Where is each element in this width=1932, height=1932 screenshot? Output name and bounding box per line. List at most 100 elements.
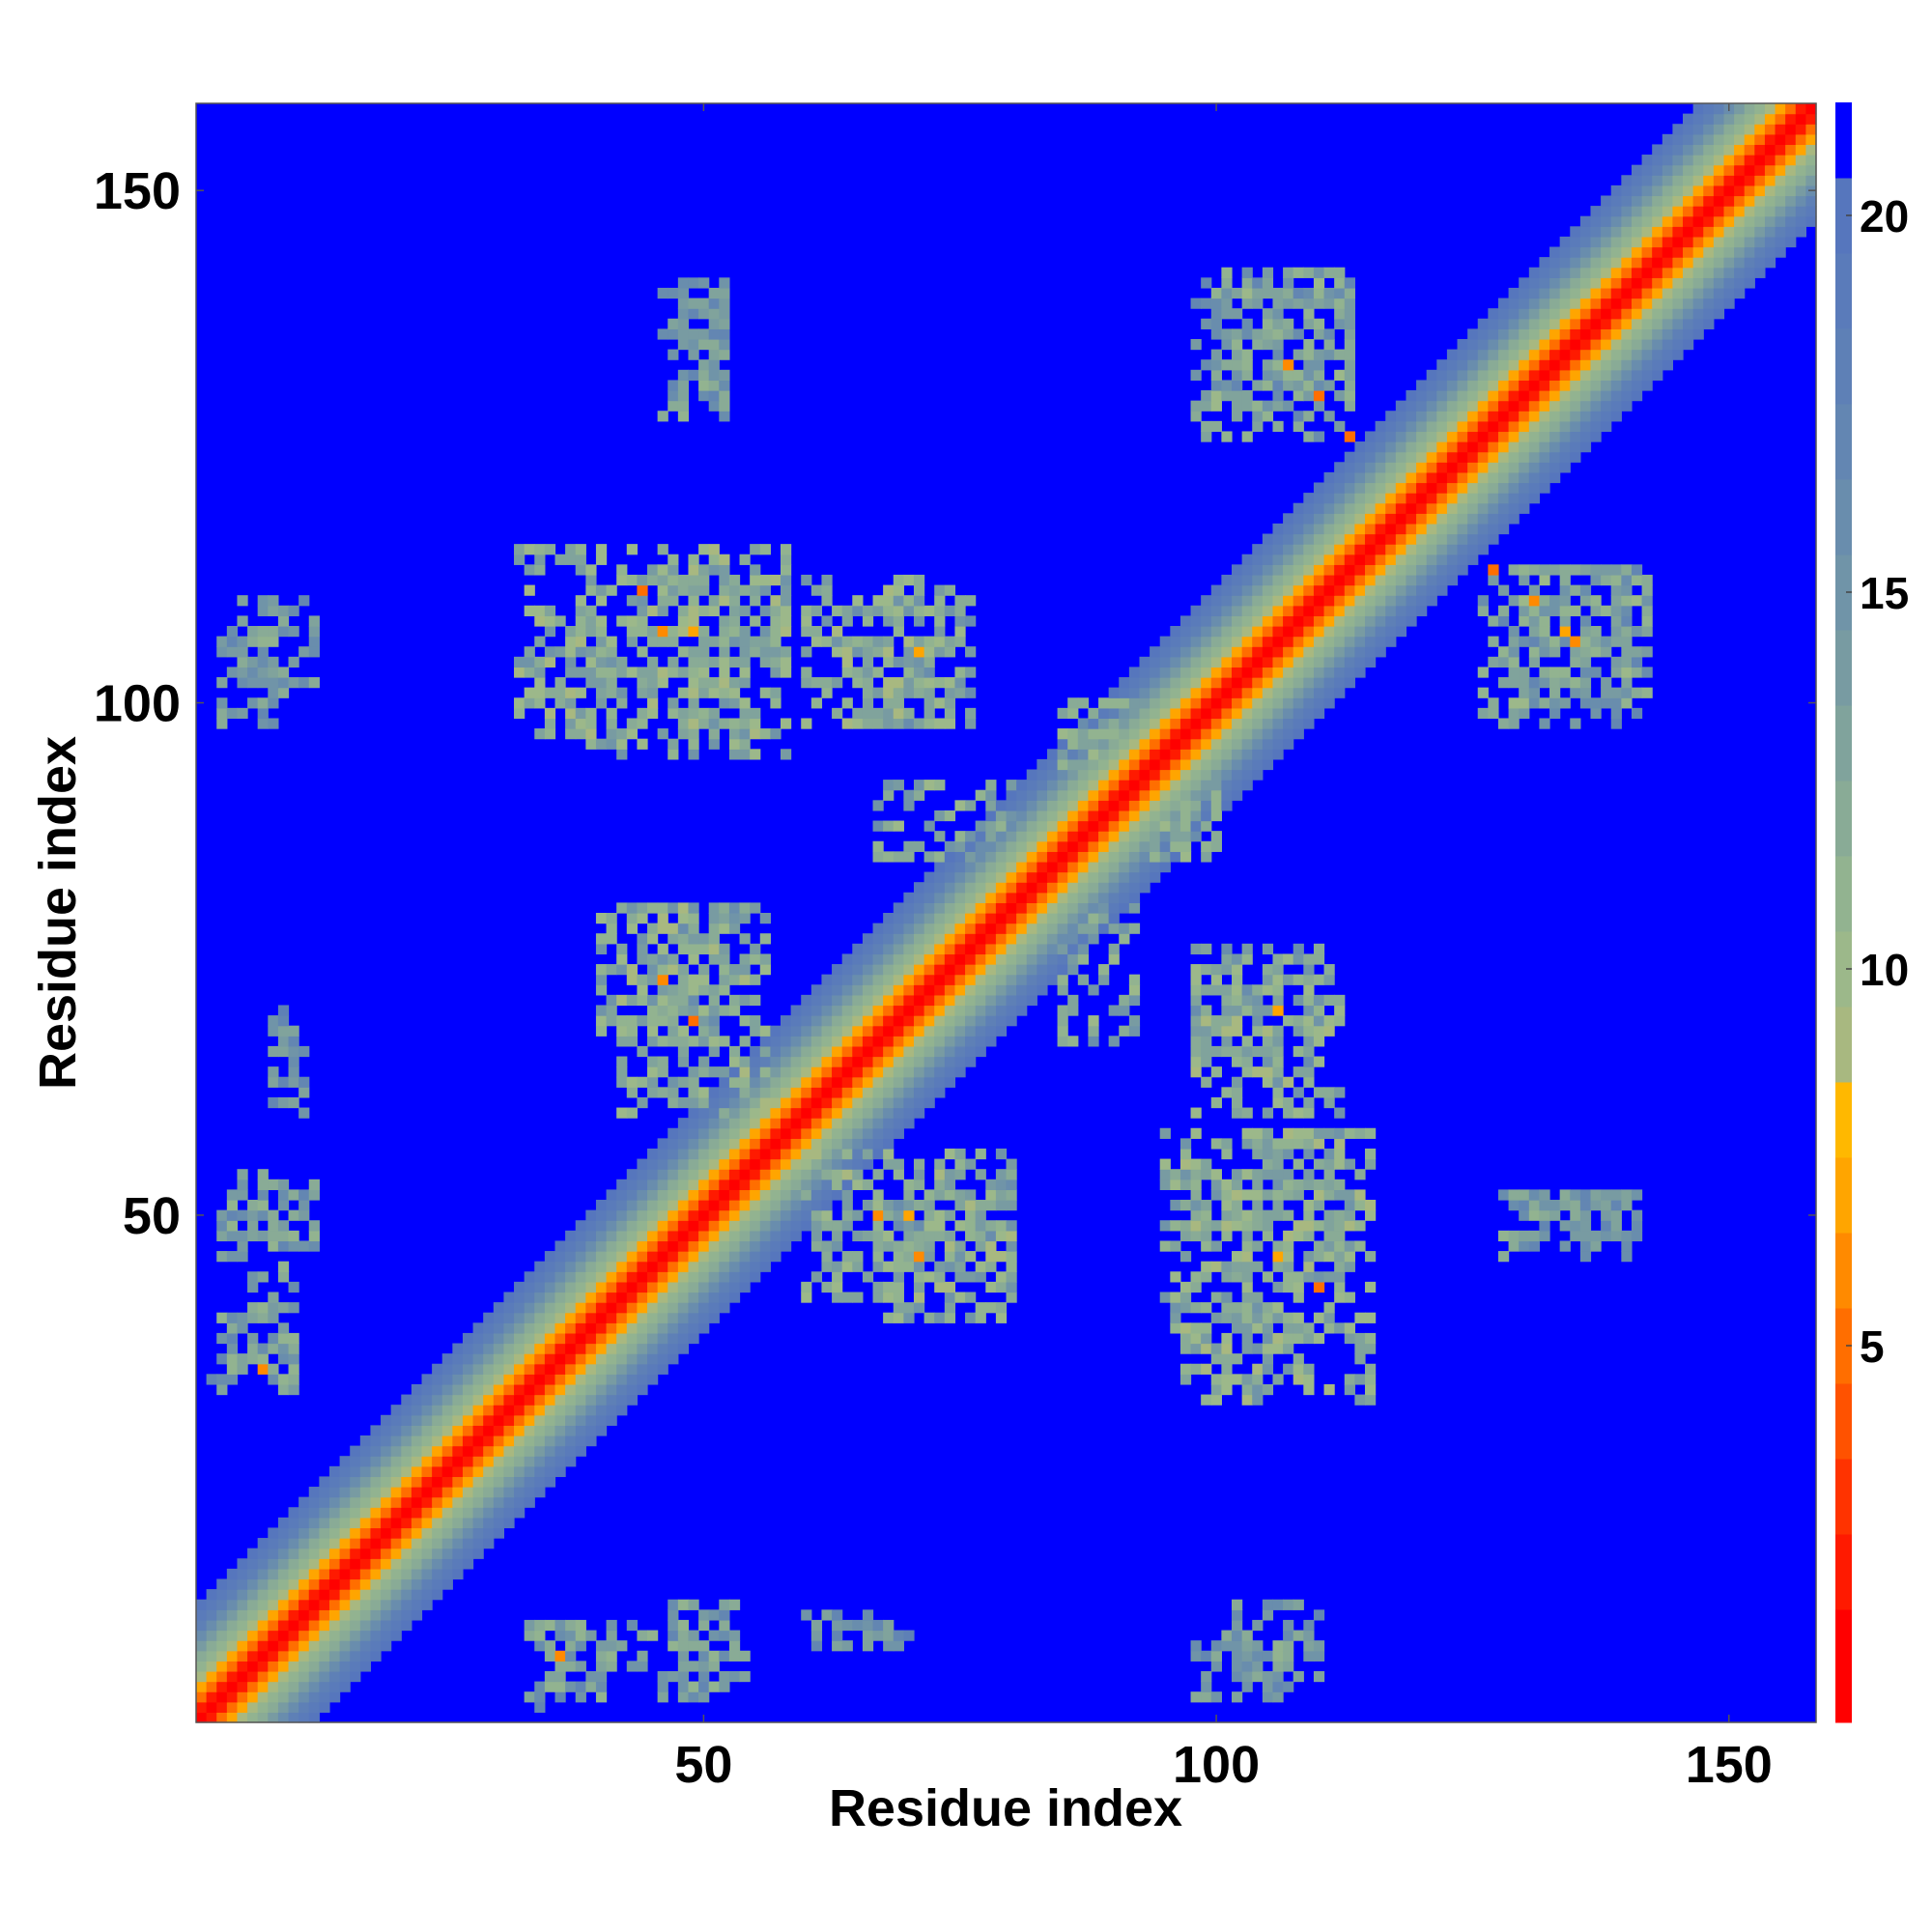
- heatmap-cell: [780, 1066, 792, 1078]
- heatmap-cell: [995, 994, 1008, 1007]
- heatmap-cell: [237, 1630, 248, 1641]
- heatmap-cell: [257, 1589, 269, 1601]
- heatmap-cell: [544, 1383, 556, 1396]
- heatmap-cell: [1262, 1158, 1274, 1170]
- heatmap-cell: [1334, 1189, 1346, 1201]
- heatmap-cell: [268, 1220, 279, 1232]
- heatmap-cell: [1436, 584, 1448, 596]
- heatmap-cell: [1026, 871, 1037, 883]
- heatmap-cell: [421, 1374, 433, 1385]
- heatmap-cell: [565, 718, 577, 729]
- heatmap-cell: [1488, 656, 1499, 668]
- heatmap-cell: [739, 964, 751, 976]
- heatmap-cell: [1293, 502, 1304, 514]
- heatmap-cell: [975, 902, 986, 914]
- heatmap-cell: [381, 1507, 392, 1519]
- heatmap-cell: [677, 1661, 690, 1672]
- heatmap-cell: [616, 1302, 628, 1314]
- heatmap-cell: [308, 1220, 320, 1232]
- heatmap-cell: [985, 1025, 997, 1037]
- heatmap-cell: [1190, 1200, 1202, 1211]
- heatmap-cell: [965, 718, 977, 729]
- heatmap-cell: [1416, 462, 1428, 473]
- heatmap-cell: [503, 1517, 515, 1529]
- heatmap-cell: [810, 625, 823, 638]
- heatmap-cell: [257, 1179, 269, 1191]
- heatmap-cell: [1283, 544, 1294, 555]
- heatmap-cell: [893, 1261, 904, 1272]
- heatmap-cell: [810, 1138, 823, 1150]
- heatmap-cell: [1190, 1189, 1202, 1201]
- heatmap-cell: [759, 913, 771, 924]
- heatmap-cell: [913, 1271, 925, 1283]
- heatmap-cell: [585, 1271, 597, 1283]
- heatmap-cell: [728, 636, 741, 647]
- heatmap-cell: [565, 1312, 577, 1323]
- heatmap-cell: [1077, 769, 1090, 781]
- heatmap-cell: [1477, 411, 1489, 422]
- heatmap-cell: [1252, 1261, 1264, 1272]
- heatmap-cell: [1037, 861, 1048, 873]
- heatmap-cell: [1293, 1322, 1304, 1334]
- heatmap-cell: [237, 1353, 248, 1365]
- heatmap-cell: [1077, 851, 1090, 863]
- heatmap-cell: [1313, 564, 1325, 576]
- heatmap-cell: [493, 1383, 505, 1396]
- heatmap-cell: [554, 1281, 566, 1293]
- heatmap-cell: [1436, 431, 1448, 442]
- heatmap-cell: [1559, 400, 1571, 412]
- heatmap-cell: [585, 1630, 597, 1641]
- heatmap-cell: [1416, 544, 1428, 555]
- heatmap-cell: [801, 667, 812, 678]
- heatmap-cell: [1037, 820, 1048, 832]
- heatmap-cell: [1610, 605, 1622, 616]
- heatmap-cell: [1519, 411, 1530, 422]
- heatmap-cell: [903, 1209, 915, 1221]
- heatmap-cell: [339, 1507, 351, 1519]
- heatmap-cell: [1210, 615, 1222, 627]
- heatmap-cell: [1262, 1353, 1274, 1365]
- heatmap-cell: [1559, 636, 1571, 647]
- heatmap-cell: [483, 1374, 495, 1385]
- heatmap-cell: [995, 943, 1008, 955]
- heatmap-cell: [237, 1209, 248, 1221]
- heatmap-cell: [801, 1025, 812, 1037]
- heatmap-cell: [288, 1045, 299, 1058]
- heatmap-cell: [810, 1209, 823, 1221]
- heatmap-cell: [534, 667, 546, 678]
- heatmap-cell: [319, 1578, 330, 1590]
- heatmap-cell: [913, 964, 925, 976]
- heatmap-cell: [1364, 1312, 1377, 1323]
- heatmap-cell: [1210, 1650, 1222, 1662]
- heatmap-cell: [883, 656, 895, 668]
- heatmap-cell: [1077, 902, 1090, 914]
- heatmap-cell: [575, 667, 586, 678]
- heatmap-cell: [441, 1414, 453, 1426]
- heatmap-cell: [206, 1609, 217, 1621]
- heatmap-cell: [1283, 1640, 1294, 1652]
- heatmap-cell: [1283, 1076, 1294, 1088]
- heatmap-cell: [1241, 1169, 1253, 1180]
- heatmap-cell: [1334, 1015, 1346, 1027]
- heatmap-cell: [1344, 564, 1355, 576]
- heatmap-cell: [668, 984, 679, 996]
- heatmap-cell: [1539, 697, 1550, 709]
- heatmap-cell: [1252, 758, 1264, 771]
- heatmap-cell: [390, 1414, 402, 1426]
- heatmap-cell: [616, 1332, 628, 1345]
- heatmap-cell: [421, 1425, 433, 1436]
- heatmap-cell: [616, 1230, 628, 1242]
- heatmap-cell: [944, 943, 956, 955]
- heatmap-cell: [832, 1169, 843, 1180]
- heatmap-cell: [1385, 441, 1397, 453]
- heatmap-cell: [1190, 646, 1202, 658]
- heatmap-cell: [1170, 1220, 1181, 1232]
- heatmap-cell: [1497, 1189, 1510, 1201]
- heatmap-cell: [1252, 1209, 1264, 1221]
- heatmap-cell: [1508, 471, 1520, 484]
- heatmap-cell: [1252, 687, 1264, 698]
- heatmap-cell: [1579, 667, 1592, 678]
- heatmap-cell: [1006, 780, 1017, 791]
- heatmap-cell: [1395, 554, 1407, 565]
- heatmap-cell: [1303, 1005, 1315, 1016]
